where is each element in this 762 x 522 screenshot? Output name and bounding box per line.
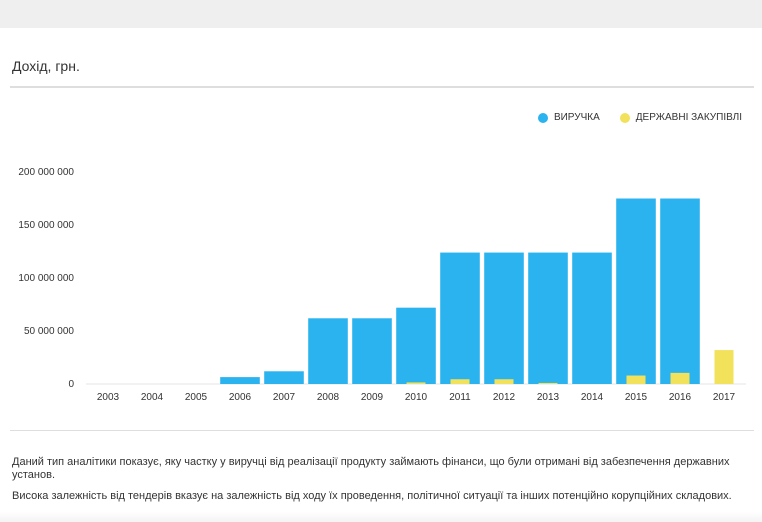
- bar-revenue: [660, 198, 700, 384]
- bar-revenue: [308, 318, 348, 384]
- bar-procurement: [714, 350, 734, 384]
- title-divider: [10, 86, 754, 88]
- top-strip: [0, 0, 762, 28]
- bar-revenue: [616, 198, 656, 384]
- bar-revenue: [264, 371, 304, 384]
- bar-procurement: [670, 372, 690, 384]
- legend-item-procurement[interactable]: ДЕРЖАВНІ ЗАКУПІВЛІ: [619, 112, 742, 123]
- x-tick-label: 2012: [493, 392, 516, 403]
- bar-procurement: [538, 382, 558, 384]
- x-tick-label: 2005: [185, 392, 208, 403]
- bar-revenue: [484, 252, 524, 384]
- analytics-note-1: Даний тип аналітики показує, яку частку …: [12, 456, 730, 481]
- legend-dot-procurement-icon: [619, 112, 630, 123]
- x-tick-label: 2015: [625, 392, 648, 403]
- analytics-note-2: Висока залежність від тендерів вказує на…: [12, 490, 732, 502]
- chart-divider: [10, 430, 754, 431]
- x-tick-label: 2004: [141, 392, 164, 403]
- x-tick-label: 2007: [273, 392, 296, 403]
- revenue-card: Дохід, грн. ВИРУЧКА ДЕРЖАВНІ ЗАКУПІВЛІ 0…: [0, 34, 762, 522]
- x-tick-label: 2014: [581, 392, 604, 403]
- y-tick-label: 0: [68, 379, 74, 390]
- chart-legend: ВИРУЧКА ДЕРЖАВНІ ЗАКУПІВЛІ: [537, 112, 742, 123]
- legend-dot-revenue-icon: [537, 112, 548, 123]
- x-tick-label: 2008: [317, 392, 340, 403]
- x-tick-label: 2010: [405, 392, 428, 403]
- bar-revenue: [528, 252, 568, 384]
- bar-revenue: [572, 252, 612, 384]
- bar-procurement: [406, 382, 426, 384]
- bar-revenue: [220, 377, 260, 384]
- x-tick-label: 2013: [537, 392, 560, 403]
- x-tick-label: 2016: [669, 392, 692, 403]
- legend-item-revenue[interactable]: ВИРУЧКА: [537, 112, 600, 123]
- legend-label-revenue: ВИРУЧКА: [553, 112, 600, 123]
- y-tick-label: 150 000 000: [18, 220, 74, 231]
- x-tick-label: 2017: [713, 392, 736, 403]
- bar-revenue: [440, 252, 480, 384]
- legend-label-procurement: ДЕРЖАВНІ ЗАКУПІВЛІ: [635, 112, 742, 123]
- bar-procurement: [626, 375, 646, 384]
- chart-title: Дохід, грн.: [12, 58, 80, 74]
- x-tick-label: 2009: [361, 392, 384, 403]
- revenue-bar-chart: 0 50 000 000 100 000 000 150 000 000 200 000…: [18, 167, 746, 403]
- bar-procurement: [494, 379, 514, 384]
- y-tick-label: 200 000 000: [18, 167, 74, 178]
- y-tick-label: 100 000 000: [18, 273, 74, 284]
- x-tick-label: 2011: [449, 392, 471, 403]
- x-tick-label: 2003: [97, 392, 120, 403]
- bottom-edge: [0, 512, 762, 522]
- x-tick-label: 2006: [229, 392, 252, 403]
- y-tick-label: 50 000 000: [24, 326, 74, 337]
- bar-revenue: [352, 318, 392, 384]
- bar-procurement: [450, 379, 470, 384]
- bar-revenue: [396, 307, 436, 384]
